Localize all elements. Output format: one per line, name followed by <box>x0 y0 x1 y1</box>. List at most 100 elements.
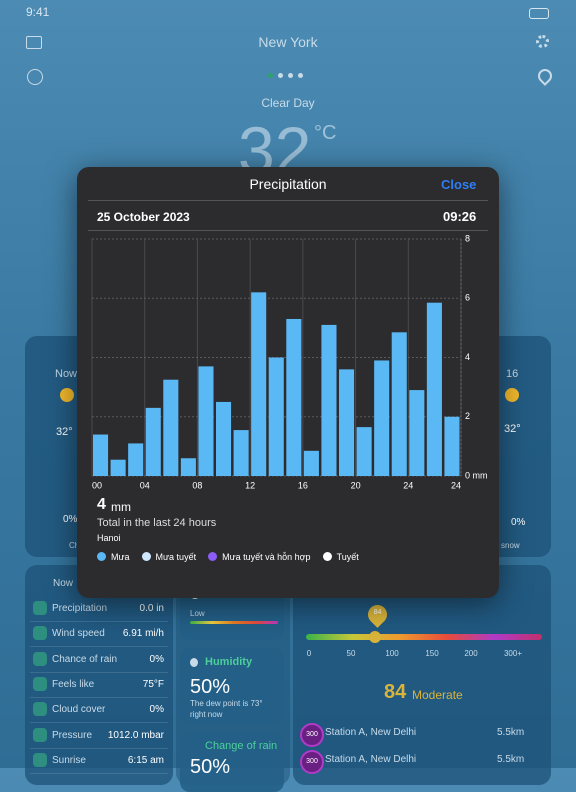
station-name: Station A, New Delhi <box>325 727 417 738</box>
detail-value: 0% <box>149 704 164 716</box>
precipitation-modal: Precipitation Close 25 October 2023 09:2… <box>77 167 499 598</box>
legend-swatch <box>141 552 151 561</box>
bar <box>128 443 144 476</box>
temperature-unit: °C <box>314 122 337 144</box>
aq-value: 84 <box>384 681 407 703</box>
legend-label: Mưa <box>111 552 130 562</box>
detail-value: 0% <box>149 653 164 665</box>
close-button[interactable]: Close <box>441 177 477 192</box>
detail-icon <box>33 676 47 691</box>
detail-icon <box>33 651 47 666</box>
y-tick-label: 2 <box>465 411 470 421</box>
locate-button[interactable] <box>27 69 43 85</box>
date: 25 October 2023 <box>97 210 190 224</box>
total-caption: Total in the last 24 hours <box>97 517 217 529</box>
legend-item: Mưa tuyết <box>141 552 197 562</box>
station-distance: 5.5km <box>497 727 525 738</box>
legend-swatch <box>322 552 332 561</box>
bar <box>339 369 355 476</box>
detail-label: Precipitation <box>52 603 108 614</box>
aq-knob <box>369 631 381 643</box>
hour-temp: 32° <box>504 423 521 435</box>
aq-bar <box>306 634 542 640</box>
divider <box>88 230 488 231</box>
status-icons <box>505 8 549 19</box>
x-tick-label: 04 <box>140 480 150 490</box>
detail-icon <box>33 702 47 717</box>
legend: Mưa Mưa tuyết Mưa tuyết và hỗn hợp Tuyết <box>97 552 371 562</box>
y-tick-label: 8 <box>465 233 470 243</box>
hour-caption: snow <box>501 541 520 550</box>
settings-button[interactable] <box>536 35 549 48</box>
station-badge: 300 <box>300 750 324 774</box>
sun-icon <box>505 388 519 402</box>
legend-swatch <box>208 552 218 561</box>
legend-label: Mưa tuyết <box>155 552 197 562</box>
y-tick-label: 6 <box>465 293 470 303</box>
aq-scale-label: 100 <box>385 649 399 658</box>
detail-value: 75°F <box>142 678 164 690</box>
detail-label: Sunrise <box>52 754 86 766</box>
aq-level: Moderate <box>412 688 463 702</box>
bar <box>391 332 407 476</box>
bar <box>409 390 425 476</box>
divider <box>88 200 488 201</box>
bar <box>356 427 372 476</box>
legend-item: Mưa <box>97 552 130 562</box>
status-time: 9:41 <box>26 5 50 19</box>
x-tick-label: 20 <box>351 480 361 490</box>
detail-icon <box>33 727 47 742</box>
detail-label: Pressure <box>52 729 93 741</box>
bar <box>180 458 196 476</box>
aq-scale-label: 150 <box>425 649 439 658</box>
x-tick-label: 24 <box>403 480 413 490</box>
detail-icon <box>33 601 47 615</box>
sidebar-button[interactable] <box>26 36 42 49</box>
humidity-card: Humidity 50% The dew point is 73° right … <box>180 648 284 724</box>
detail-label: Chance of rain <box>52 653 118 665</box>
x-tick-label: 12 <box>245 480 255 490</box>
details-panel: Now Precipitation 0.0 in Wind speed 6.91 mi… <box>25 565 173 785</box>
humidity-note: The dew point is 73° right now <box>190 699 263 719</box>
bar <box>198 366 214 476</box>
detail-value: 1012.0 mbar <box>107 729 164 741</box>
bar <box>233 430 249 476</box>
hour-chance: 0% <box>63 514 78 525</box>
location-button[interactable] <box>535 66 555 86</box>
humidity-icon <box>190 658 198 667</box>
bar <box>444 416 460 476</box>
aq-scale-label: 50 <box>346 649 356 658</box>
detail-row: Cloud cover 0% <box>30 698 168 724</box>
legend-item: Tuyết <box>322 552 359 562</box>
bar <box>251 292 267 476</box>
detail-row: Chance of rain 0% <box>30 648 168 673</box>
detail-value: 0.0 in <box>139 603 164 614</box>
detail-label: Cloud cover <box>52 704 106 716</box>
total-unit: mm <box>111 500 131 514</box>
bar <box>268 357 284 476</box>
humidity-value: 50% <box>190 676 231 698</box>
hour-chance: 0% <box>511 517 526 528</box>
location: Hanoi <box>97 533 121 543</box>
detail-row: Wind speed 6.91 mi/h <box>30 622 168 648</box>
air-quality-panel: 84 84 Moderate 0 50 100 150 200 300+ 300 Statio… <box>293 565 551 785</box>
aq-marker-label: 84 <box>373 609 382 616</box>
x-tick-label: 00 <box>92 480 102 490</box>
sun-icon <box>60 388 74 402</box>
bar <box>216 401 232 476</box>
x-tick-label: 24 <box>451 480 461 490</box>
city-name: New York <box>258 34 318 50</box>
bar <box>93 434 109 476</box>
detail-row: Feels like 75°F <box>30 673 168 698</box>
bar <box>145 407 161 476</box>
page-dots <box>268 73 303 78</box>
detail-value: 6:15 am <box>127 754 164 766</box>
middle-panel: 0 Low Humidity 50% The dew point is 73° … <box>176 555 290 792</box>
legend-swatch <box>97 552 106 561</box>
rain-title: Change of rain <box>205 740 278 752</box>
time: 09:26 <box>443 209 477 224</box>
y-tick-label: 0 mm <box>465 470 488 480</box>
detail-row: Pressure 1012.0 mbar <box>30 724 168 749</box>
modal-title: Precipitation <box>249 176 327 192</box>
